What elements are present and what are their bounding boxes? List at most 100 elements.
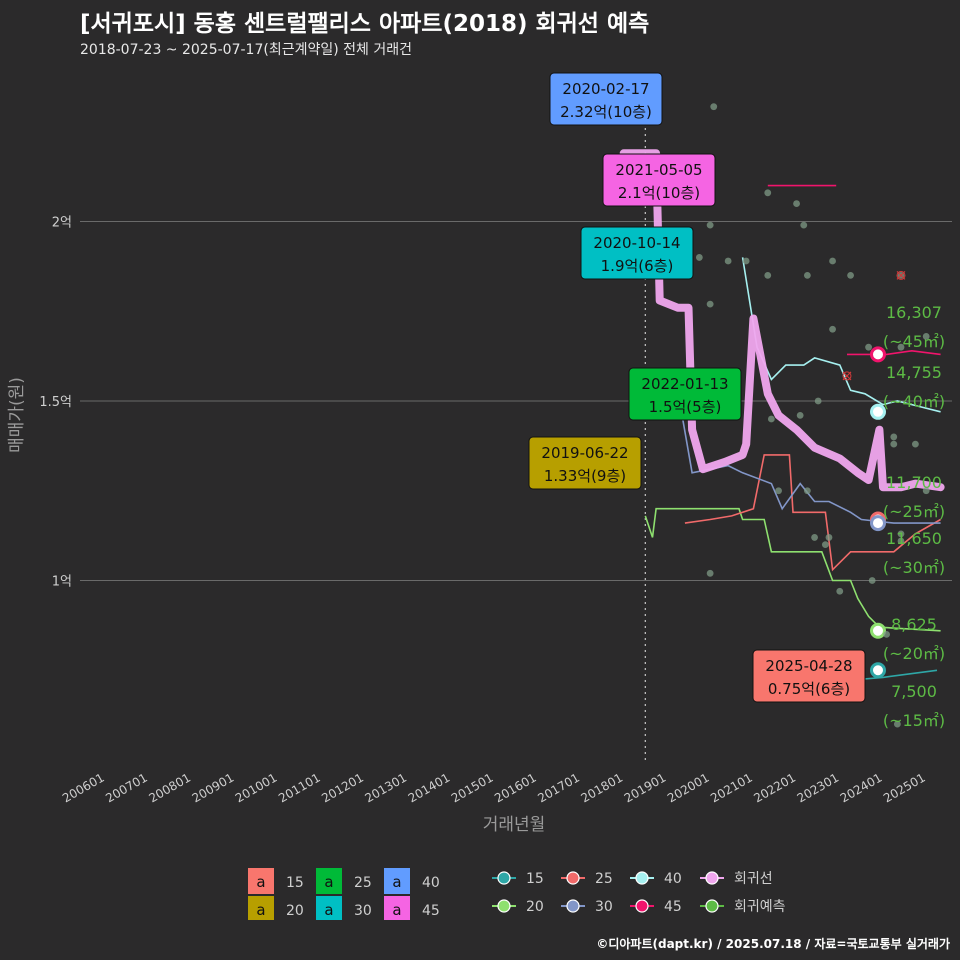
cancelled-point <box>896 270 906 280</box>
annotation-price: 1.5억(5층) <box>649 398 722 416</box>
legend-key-box <box>248 868 274 894</box>
transaction-point <box>897 343 905 351</box>
prediction-marker <box>870 662 886 679</box>
x-tick-label: 201101 <box>276 770 323 805</box>
prediction-value: 11,650 <box>886 529 942 548</box>
transaction-point <box>706 300 714 308</box>
prediction-marker <box>870 346 886 363</box>
legend-line-marker <box>566 899 580 913</box>
transaction-point <box>803 271 811 279</box>
transaction-point <box>890 433 898 441</box>
series-line-25 <box>684 454 941 572</box>
transaction-point <box>836 587 844 595</box>
series-line-45 <box>767 184 941 356</box>
legend-key-label: 45 <box>422 903 440 919</box>
x-tick-label: 200701 <box>103 770 150 805</box>
prediction-area: (~45㎡) <box>883 332 945 351</box>
transaction-point <box>821 541 829 549</box>
transaction-point <box>814 397 822 405</box>
series-line-20 <box>644 507 941 632</box>
x-tick-label: 201701 <box>535 770 582 805</box>
legend-key-glyph: a <box>256 873 265 891</box>
x-tick-label: 202401 <box>838 770 885 805</box>
grid <box>80 80 952 760</box>
x-tick-label: 201401 <box>406 770 453 805</box>
cancelled-mark <box>842 371 852 381</box>
transaction-point <box>764 271 772 279</box>
x-tick-label: 201301 <box>363 770 410 805</box>
transaction-point <box>706 569 714 577</box>
chart-title: [서귀포시] 동홍 센트럴팰리스 아파트(2018) 회귀선 예측 <box>80 11 650 37</box>
x-tick-label: 200801 <box>146 770 193 805</box>
transaction-point <box>883 630 890 638</box>
transaction-point <box>803 487 811 495</box>
transaction-point <box>911 440 919 448</box>
legend-line-marker <box>705 899 719 913</box>
transaction-point <box>825 534 833 541</box>
series-lines <box>619 149 945 686</box>
x-tick-label: 201501 <box>449 770 496 805</box>
price-chart: 16,307 (~45㎡) 14,755 (~40㎡) 11,700 (~25㎡) 11,6… <box>7 72 952 920</box>
legend-key-glyph: a <box>256 901 265 919</box>
transaction-point <box>829 325 836 333</box>
legend-key-box <box>316 868 342 894</box>
transaction-point <box>695 254 703 261</box>
legend-line-label: 20 <box>526 899 544 915</box>
regression-line <box>619 149 945 492</box>
transaction-point <box>811 534 818 541</box>
annotation-date: 2021-05-05 <box>615 161 702 179</box>
transaction-point <box>793 200 800 207</box>
legend-key-box <box>248 896 274 920</box>
legend-key-label: 25 <box>354 875 372 891</box>
annotation-price: 1.33억(9층) <box>544 467 626 485</box>
annotation-price: 2.32억(10층) <box>560 103 652 121</box>
transaction-point <box>897 537 905 545</box>
annotations: 16,307 (~45㎡) 14,755 (~40㎡) 11,700 (~25㎡) 11,6… <box>528 72 945 730</box>
x-tick-label: 200901 <box>190 770 237 805</box>
x-tick-label: 202301 <box>795 770 842 805</box>
transaction-point <box>710 103 718 111</box>
transaction-point <box>893 720 901 728</box>
transaction-point <box>742 257 750 265</box>
prediction-marker <box>870 403 886 420</box>
transaction-point <box>890 440 898 448</box>
annotation-date: 2022-01-13 <box>641 375 728 393</box>
legend-line-marker <box>705 871 719 885</box>
transaction-point <box>775 487 782 495</box>
axes: 1억1.5억2억20060120070120080120090120100120… <box>7 216 928 835</box>
transaction-point <box>922 487 930 495</box>
prediction-value: 8,625 <box>891 615 937 634</box>
chart-footer: ©디아파트(dapt.kr) / 2025.07.18 / 자료=국토교통부 실… <box>596 937 950 951</box>
transaction-point <box>829 257 836 265</box>
legend-line-label: 15 <box>526 871 544 887</box>
legend-key-glyph: a <box>324 873 333 891</box>
cancelled-point <box>842 371 852 381</box>
annotation-price: 1.9억(6층) <box>601 257 674 275</box>
transaction-point <box>922 333 930 340</box>
legend-key-label: 30 <box>354 903 372 919</box>
y-axis-title: 매매가(원) <box>7 377 27 453</box>
legend-line-label: 40 <box>664 871 682 887</box>
legend-line-marker <box>497 871 511 885</box>
legend-line-label: 회귀예측 <box>734 899 786 915</box>
x-tick-label: 202501 <box>881 770 928 805</box>
prediction-area: (~30㎡) <box>883 558 945 577</box>
legend-key-box <box>316 896 342 920</box>
series-line-40 <box>741 257 941 413</box>
prediction-area: (~40㎡) <box>883 392 945 411</box>
x-tick-label: 201801 <box>579 770 626 805</box>
annotation-box <box>549 72 663 126</box>
legend-key-glyph: a <box>392 901 401 919</box>
y-tick-label: 1.5억 <box>39 395 72 410</box>
legend-key-box <box>384 868 410 894</box>
prediction-value: 14,755 <box>886 363 942 382</box>
prediction-value: 11,700 <box>886 473 942 492</box>
legend-line-marker <box>635 899 649 913</box>
annotation-box <box>528 436 642 490</box>
legend-line-marker <box>497 899 511 913</box>
prediction-area: (~25㎡) <box>883 502 945 521</box>
annotation-price: 0.75억(6층) <box>768 680 850 698</box>
transaction-point <box>706 221 714 229</box>
legend-line-label: 45 <box>664 899 682 915</box>
